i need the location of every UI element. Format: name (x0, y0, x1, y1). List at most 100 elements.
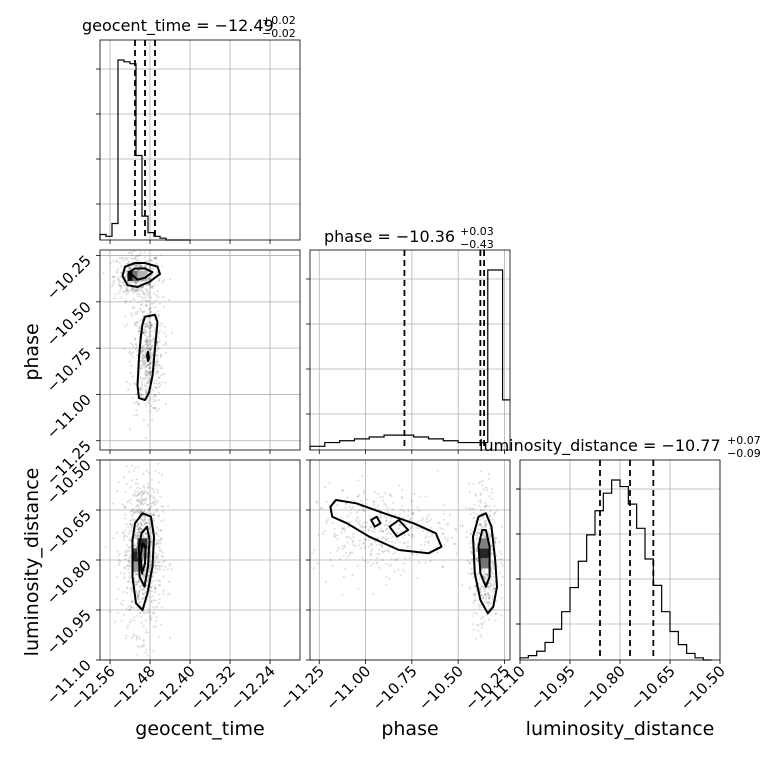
sample-point (141, 388, 144, 391)
sample-point (124, 550, 127, 553)
sample-point (146, 376, 150, 379)
sample-point (140, 286, 143, 289)
sample-point (396, 531, 399, 535)
sample-point (421, 529, 424, 533)
sample-point (461, 584, 464, 587)
sample-point (370, 547, 373, 550)
sample-point (482, 525, 485, 528)
sample-point (144, 325, 147, 329)
xtick-label-luminosity-distance: −10.95 (527, 662, 579, 714)
sample-point (402, 542, 405, 545)
sample-point (483, 593, 487, 597)
contour-phase-luminosity-distance-0 (329, 499, 443, 555)
sample-point (361, 529, 364, 532)
sample-point (467, 482, 471, 485)
sample-point (138, 307, 142, 310)
sample-point (500, 558, 504, 561)
sample-point (140, 524, 143, 527)
sample-point (161, 373, 164, 376)
sample-point (137, 527, 140, 531)
sample-point (132, 606, 136, 610)
sample-point (153, 517, 156, 520)
sample-point (134, 383, 137, 386)
sample-point (475, 534, 478, 537)
sample-point (130, 464, 133, 467)
sample-point (461, 524, 464, 527)
sample-point (148, 367, 151, 371)
sample-point (492, 584, 495, 587)
sample-point (121, 531, 124, 534)
sample-point (132, 250, 135, 253)
sample-point (400, 495, 403, 499)
sample-point (119, 559, 122, 562)
sample-point (333, 535, 337, 538)
sample-point (113, 279, 116, 282)
sample-point (488, 495, 491, 498)
sample-point (125, 257, 128, 260)
sample-point (140, 502, 143, 505)
sample-point (481, 480, 484, 483)
sample-point (127, 251, 130, 254)
sample-point (157, 309, 160, 313)
sample-point (147, 509, 150, 512)
sample-point (144, 328, 147, 332)
sample-point (144, 522, 147, 525)
sample-point (142, 592, 145, 595)
sample-point (129, 371, 132, 375)
sample-point (154, 387, 158, 390)
sample-point (136, 595, 140, 598)
sample-point (127, 546, 130, 549)
sample-point (490, 572, 493, 575)
sample-point (408, 557, 411, 560)
sample-point (147, 366, 151, 369)
joint-panel-geocent-time-vs-phase-frame (99, 249, 301, 451)
sample-point (148, 321, 151, 324)
sample-point (391, 536, 394, 539)
sample-point (376, 562, 379, 565)
sample-point (129, 300, 132, 303)
sample-point (133, 545, 136, 548)
sample-point (151, 605, 154, 609)
sample-point (488, 514, 492, 517)
sample-point (123, 283, 126, 286)
sample-point (130, 479, 134, 482)
sample-point (145, 323, 148, 326)
sample-point (121, 599, 125, 602)
sample-point (156, 370, 160, 373)
sample-point (161, 505, 165, 508)
sample-point (140, 615, 143, 618)
sample-point (139, 611, 142, 615)
contour-geocent-time-phase-2 (136, 313, 159, 401)
sample-point (488, 505, 491, 508)
sample-point (386, 511, 389, 514)
sample-point (157, 364, 160, 367)
sample-point (139, 386, 143, 390)
sample-point (129, 342, 132, 345)
sample-point (131, 281, 135, 284)
sample-point (484, 536, 487, 539)
sample-point (128, 538, 131, 541)
sample-point (156, 341, 159, 345)
sample-point (366, 498, 369, 501)
sample-point (139, 530, 142, 533)
sample-point (487, 664, 489, 666)
sample-point (142, 503, 145, 506)
sample-point (481, 585, 484, 589)
sample-point (391, 501, 395, 504)
sample-point (142, 297, 145, 300)
sample-point (406, 514, 410, 517)
sample-point (115, 260, 118, 263)
sample-point (481, 616, 484, 619)
sample-point (155, 354, 158, 357)
sample-point (157, 398, 161, 402)
sample-point (125, 586, 129, 589)
sample-point (313, 549, 316, 552)
sample-point (144, 628, 148, 631)
sample-point (139, 264, 142, 267)
sample-point (427, 519, 431, 523)
sample-point (150, 541, 153, 544)
sample-point (124, 558, 127, 561)
sample-point (136, 413, 139, 416)
sample-point (355, 511, 359, 514)
sample-point (132, 297, 135, 300)
